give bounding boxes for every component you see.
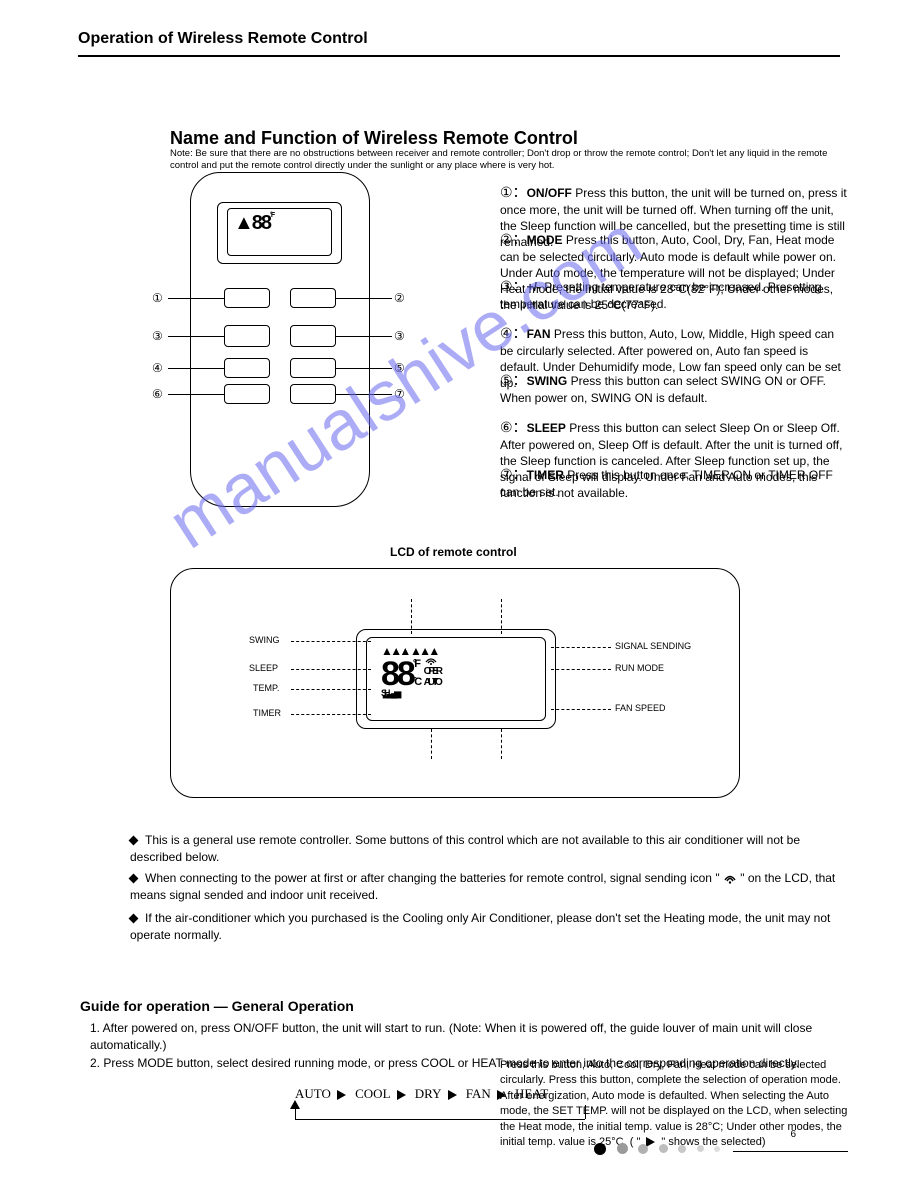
lcd-diagram: ▲ ▲ ▲ ▲ ▲ ▲ 88°F°C OPERAUTO SH ▂▃▄▅ SWIN… <box>170 568 740 798</box>
triangle-icon <box>337 1090 346 1100</box>
header-rule <box>78 55 840 57</box>
remote-btn-2 <box>290 288 336 308</box>
remote-btn-6 <box>224 384 270 404</box>
desc-7: ⑦：TIMER Press this button once, TIMER ON… <box>500 465 850 500</box>
lbl-run: RUN MODE <box>615 663 664 673</box>
triangle-icon <box>497 1090 506 1100</box>
arrow-up-icon <box>290 1100 300 1109</box>
lcd-big-digits: ▲ ▲ ▲ ▲ ▲ ▲ 88°F°C OPERAUTO SH ▂▃▄▅ <box>381 647 440 699</box>
lbl-signal: SIGNAL SENDING <box>615 641 691 651</box>
lbl-temp: TEMP. <box>253 683 279 693</box>
section-title: Name and Function of Wireless Remote Con… <box>170 128 578 149</box>
header-title: Operation of Wireless Remote Control <box>78 30 368 48</box>
signal-icon <box>723 873 737 884</box>
remote-diagram: ▲88°F ① ② ③ ③ ④ ⑤ ⑥ ⑦ <box>180 172 380 507</box>
mode-note: Press this button, Auto, Cool, Dry, Fan,… <box>500 1058 850 1150</box>
remote-btn-7 <box>290 384 336 404</box>
guide-title: Guide for operation — General Operation <box>80 998 354 1014</box>
remote-btn-1 <box>224 288 270 308</box>
guide-step1: 1. After powered on, press ON/OFF button… <box>90 1020 850 1054</box>
diamond-icon <box>129 874 139 884</box>
remote-btn-5 <box>290 358 336 378</box>
mode-sequence: AUTO COOL DRY FAN HEAT <box>295 1086 548 1102</box>
page-dots <box>594 1140 720 1158</box>
diamond-icon <box>129 836 139 846</box>
desc-5: ⑤：SWING Press this button can select SWI… <box>500 371 850 406</box>
lbl-sleep: SLEEP <box>249 663 278 673</box>
bullet-1: This is a general use remote controller.… <box>130 832 840 866</box>
page-number: 6 <box>790 1129 796 1140</box>
remote-btn-3a <box>224 325 270 347</box>
lbl-swing: SWING <box>249 635 280 645</box>
diamond-icon <box>129 914 139 924</box>
triangle-icon <box>448 1090 457 1100</box>
section-note: Note: Be sure that there are no obstruct… <box>170 148 850 173</box>
signal-icon <box>424 655 438 665</box>
remote-btn-4 <box>224 358 270 378</box>
bullet-2: When connecting to the power at first or… <box>130 870 840 904</box>
lcd-title: LCD of remote control <box>390 545 517 559</box>
lbl-fan: FAN SPEED <box>615 703 666 713</box>
lbl-timer: TIMER <box>253 708 281 718</box>
desc-3: ③：+/- Presetting temperature can be incr… <box>500 277 850 312</box>
lcd-digits-small: ▲88°F <box>234 212 273 235</box>
footer-rule <box>733 1151 848 1152</box>
triangle-icon <box>397 1090 406 1100</box>
remote-btn-3b <box>290 325 336 347</box>
bullet-3: If the air-conditioner which you purchas… <box>130 910 840 944</box>
